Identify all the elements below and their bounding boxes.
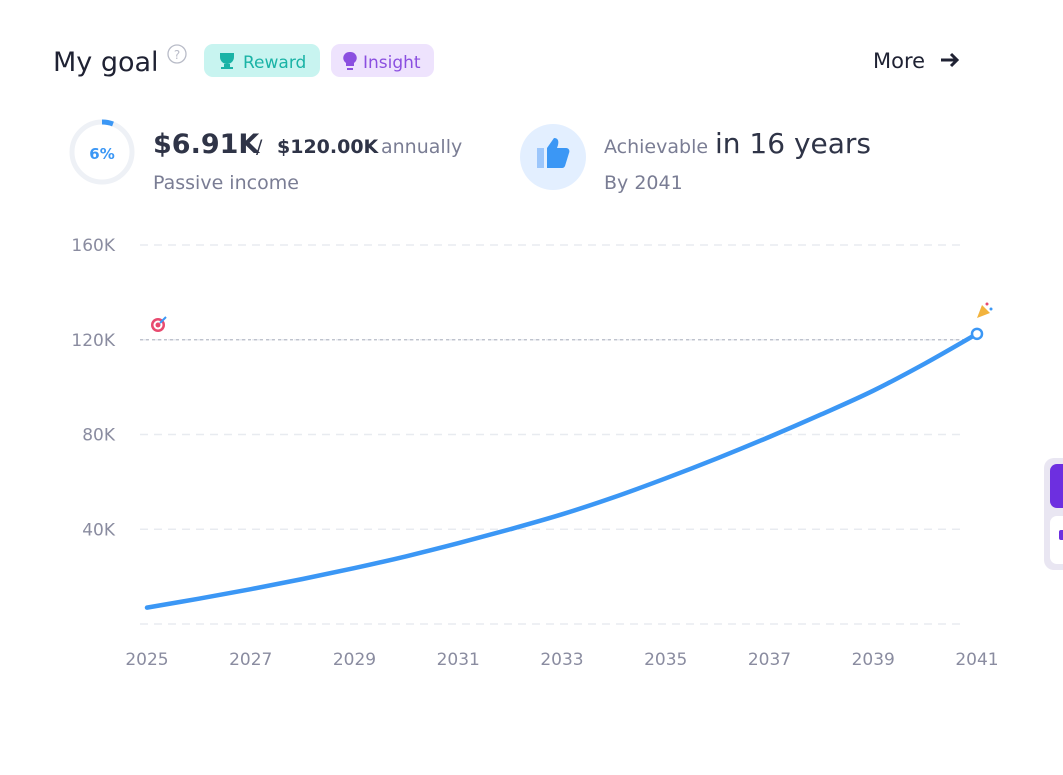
side-widget[interactable] (1044, 458, 1063, 570)
by-year: By 2041 (604, 172, 683, 194)
thumb-icon (547, 138, 570, 168)
progress-arc (101, 119, 114, 127)
current-value: $6.91K (153, 129, 260, 160)
separator: / (256, 136, 263, 158)
arrow-icon (941, 52, 960, 68)
bulb-icon (343, 51, 357, 70)
party-icon (977, 302, 993, 318)
y-tick-label: 80K (82, 426, 116, 446)
help-icon[interactable] (167, 44, 187, 64)
caption: Passive income (153, 172, 299, 194)
title: My goal (53, 47, 159, 78)
end-point (970, 327, 984, 341)
trophy-icon (220, 53, 234, 69)
thumb-icon (537, 148, 544, 168)
x-tick-label: 2025 (125, 650, 168, 670)
x-tick-label: 2033 (540, 650, 583, 670)
y-tick-label: 160K (71, 236, 115, 256)
x-tick-label: 2031 (437, 650, 480, 670)
x-tick-label: 2039 (852, 650, 895, 670)
x-tick-label: 2041 (955, 650, 998, 670)
x-tick-label: 2029 (333, 650, 376, 670)
line-series (144, 331, 980, 610)
period: annually (381, 136, 462, 158)
x-tick-label: 2027 (229, 650, 272, 670)
badge: Reward (243, 53, 306, 73)
y-tick-label: 40K (82, 520, 116, 540)
more-link[interactable]: More (873, 49, 925, 73)
target-icon (151, 316, 167, 332)
badge: Insight (363, 53, 421, 73)
status: Achievable (604, 136, 708, 158)
x-tick-label: 2037 (748, 650, 791, 670)
target-value: $120.00K (277, 136, 380, 158)
x-tick-label: 2035 (644, 650, 687, 670)
help-mark: ? (174, 48, 180, 62)
insight-badge[interactable] (331, 44, 434, 77)
y-tick-label: 120K (71, 331, 115, 351)
progress-label: 6% (89, 145, 114, 163)
duration: in 16 years (715, 127, 871, 160)
